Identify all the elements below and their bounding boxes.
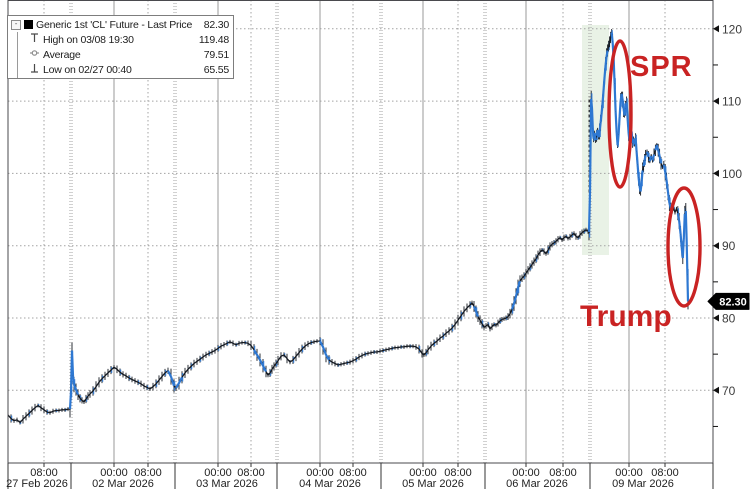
y-axis: 70 80 90 100 110 120 [713,22,742,427]
legend-row-average[interactable]: Average 79.51 [11,47,229,62]
plot-frame [7,0,714,464]
legend-row-series[interactable]: - Generic 1st 'CL' Future - Last Price 8… [11,17,229,32]
svg-text:09 Mar 2026: 09 Mar 2026 [612,478,674,489]
svg-text:08:00: 08:00 [134,467,162,479]
legend-average-label: Average [43,48,81,61]
legend-high-label: High on 03/08 19:30 [43,33,134,46]
svg-text:00:00: 00:00 [409,467,437,479]
svg-text:08:00: 08:00 [549,467,577,479]
svg-text:27 Feb 2026: 27 Feb 2026 [6,478,68,489]
legend-row-low[interactable]: Low on 02/27 00:40 65.55 [11,62,229,77]
last-price-badge: 82.30 [707,292,750,310]
low-marker-icon [29,62,40,77]
svg-text:03 Mar 2026: 03 Mar 2026 [196,478,258,489]
collapse-icon[interactable]: - [11,19,21,30]
spr-ellipse [607,39,633,189]
high-marker-icon [29,32,40,47]
svg-text:82.30: 82.30 [719,296,747,308]
average-marker-icon [29,47,40,62]
legend-low-label: Low on 02/27 00:40 [43,63,132,76]
legend-average-value: 79.51 [203,48,229,61]
svg-text:110: 110 [722,95,741,109]
svg-text:100: 100 [722,167,742,181]
annotation-ellipses [607,39,702,308]
legend-tree-line [17,32,18,78]
svg-text:08:00: 08:00 [651,467,679,479]
annotation-trump-label: Trump [580,300,672,333]
legend-series-label: Generic 1st 'CL' Future - Last Price [36,18,193,31]
svg-text:00:00: 00:00 [100,467,128,479]
svg-text:80: 80 [722,312,736,326]
svg-text:70: 70 [722,384,736,398]
legend-low-value: 65.55 [203,63,229,76]
svg-text:120: 120 [722,22,742,36]
svg-text:00:00: 00:00 [306,467,334,479]
series-swatch [24,20,33,29]
legend-box[interactable]: - Generic 1st 'CL' Future - Last Price 8… [7,15,234,79]
legend-series-value: 82.30 [203,18,229,31]
svg-text:00:00: 00:00 [512,467,540,479]
svg-text:00:00: 00:00 [615,467,643,479]
svg-text:02 Mar 2026: 02 Mar 2026 [92,478,154,489]
svg-text:08:00: 08:00 [237,467,265,479]
trump-ellipse [666,186,702,308]
svg-text:08:00: 08:00 [339,467,367,479]
legend-high-value: 119.48 [198,33,229,46]
svg-text:06 Mar 2026: 06 Mar 2026 [506,478,568,489]
annotation-spr-label: SPR [630,51,693,83]
svg-text:00:00: 00:00 [204,467,232,479]
svg-text:08:00: 08:00 [30,467,58,479]
legend-row-high[interactable]: High on 03/08 19:30 119.48 [11,32,229,47]
svg-text:08:00: 08:00 [444,467,472,479]
svg-text:90: 90 [722,239,736,253]
svg-text:05 Mar 2026: 05 Mar 2026 [402,478,464,489]
svg-text:04 Mar 2026: 04 Mar 2026 [299,478,361,489]
